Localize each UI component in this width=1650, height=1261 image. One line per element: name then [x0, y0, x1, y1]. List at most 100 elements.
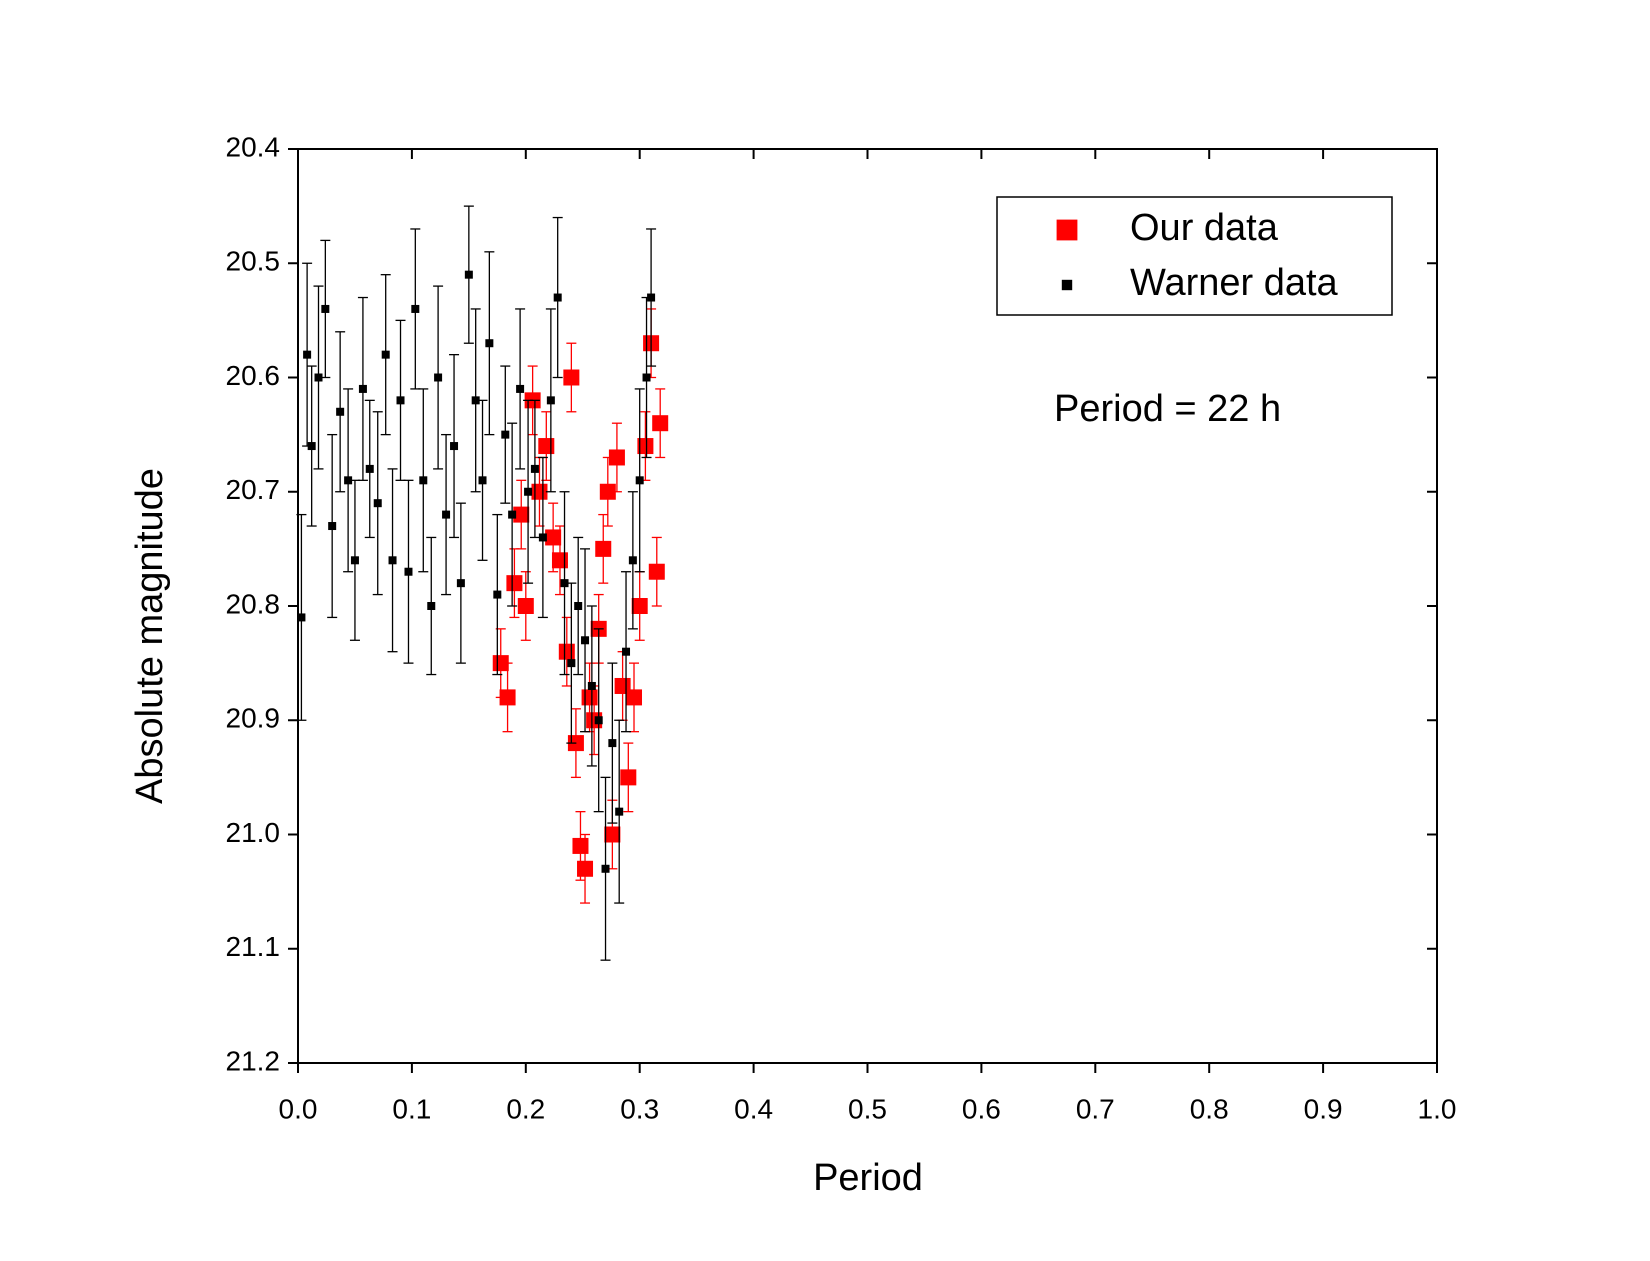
marker [411, 304, 420, 313]
marker [297, 613, 306, 622]
y-tick-label: 21.1 [226, 931, 281, 962]
y-tick-label: 21.0 [226, 817, 281, 848]
marker [314, 373, 323, 382]
legend-label: Warner data [1130, 262, 1339, 304]
marker [604, 826, 621, 843]
marker [595, 540, 612, 557]
x-tick-label: 0.2 [506, 1093, 545, 1124]
marker [464, 270, 473, 279]
marker [478, 476, 487, 485]
marker [581, 636, 590, 645]
y-tick-label: 20.4 [226, 131, 281, 162]
marker [572, 837, 589, 854]
marker [551, 552, 568, 569]
marker [601, 864, 610, 873]
annotation: Period = 22 h [1054, 388, 1281, 430]
x-tick-label: 0.6 [962, 1093, 1001, 1124]
marker [626, 689, 643, 706]
marker [560, 579, 569, 588]
marker [508, 510, 517, 519]
marker [538, 438, 555, 455]
x-tick-label: 1.0 [1418, 1093, 1457, 1124]
marker [493, 590, 502, 599]
x-tick-label: 0.5 [848, 1093, 887, 1124]
marker [599, 483, 616, 500]
plot-frame [297, 148, 1438, 1064]
marker [615, 807, 624, 816]
marker [419, 476, 428, 485]
x-tick-label: 0.4 [734, 1093, 773, 1124]
marker [336, 407, 345, 416]
marker [501, 430, 510, 439]
legend-label: Our data [1130, 207, 1279, 249]
marker [396, 396, 405, 405]
marker [577, 860, 594, 877]
marker [307, 442, 316, 451]
legend-box [996, 196, 1393, 316]
x-axis-label: Period [813, 1157, 923, 1199]
y-tick-label: 20.6 [226, 360, 281, 391]
marker [574, 602, 583, 610]
marker [546, 396, 555, 405]
marker [642, 373, 651, 382]
marker [499, 689, 516, 706]
marker [545, 529, 562, 546]
marker [350, 556, 359, 565]
x-tick-label: 0.0 [279, 1093, 318, 1124]
marker [358, 384, 367, 393]
x-tick-label: 0.1 [392, 1093, 431, 1124]
marker [404, 567, 413, 576]
marker [517, 598, 534, 614]
marker [492, 655, 509, 672]
marker [328, 522, 337, 531]
marker [321, 304, 330, 313]
marker [373, 499, 382, 508]
marker [442, 510, 451, 519]
marker [434, 373, 443, 382]
x-tick-label: 0.9 [1304, 1093, 1343, 1124]
marker [303, 350, 312, 359]
marker [648, 563, 665, 580]
marker [647, 293, 656, 302]
legend-marker [1061, 279, 1073, 291]
marker [365, 464, 374, 473]
y-axis-label: Absolute magnitude [129, 468, 171, 804]
marker [531, 483, 548, 500]
marker [516, 384, 525, 393]
marker [628, 556, 637, 565]
x-tick-label: 0.8 [1190, 1093, 1229, 1124]
marker [608, 449, 625, 466]
legend-marker [1056, 219, 1078, 241]
marker [652, 415, 669, 432]
marker [587, 681, 596, 690]
marker [608, 739, 617, 748]
marker [506, 575, 523, 592]
marker [450, 442, 459, 451]
marker [631, 598, 648, 614]
marker [456, 579, 465, 588]
marker [558, 643, 575, 660]
marker [427, 602, 436, 610]
marker [471, 396, 480, 405]
y-tick-label: 20.7 [226, 474, 281, 505]
marker [538, 533, 547, 542]
marker [530, 464, 539, 473]
marker [635, 476, 644, 485]
marker [381, 350, 390, 359]
marker [524, 487, 533, 496]
marker [553, 293, 562, 302]
marker [620, 769, 637, 786]
marker [485, 339, 494, 348]
marker [563, 369, 580, 386]
marker [567, 659, 576, 668]
marker [513, 506, 530, 523]
marker [344, 476, 353, 485]
x-tick-label: 0.7 [1076, 1093, 1115, 1124]
marker [594, 716, 603, 725]
marker [388, 556, 397, 565]
y-tick-label: 20.8 [226, 588, 281, 619]
marker [581, 689, 598, 706]
y-tick-label: 20.9 [226, 703, 281, 734]
